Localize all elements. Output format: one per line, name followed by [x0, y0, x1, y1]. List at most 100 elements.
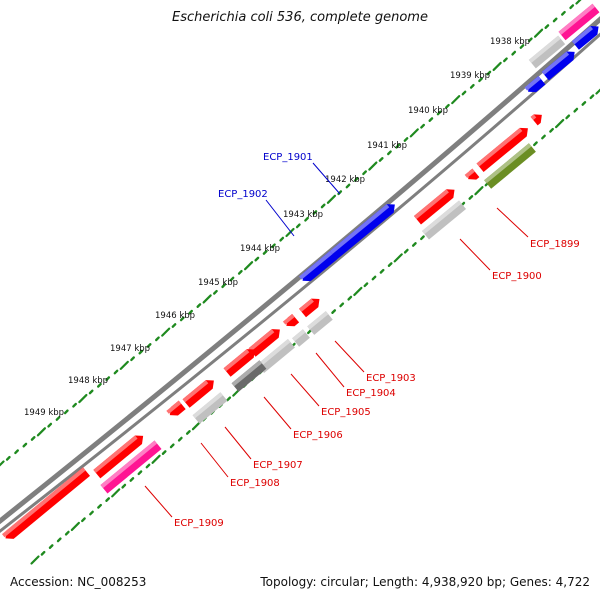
gene-bar-gray-1903 — [307, 311, 333, 335]
inner-track-tick — [97, 503, 102, 509]
inner-track-tick — [40, 550, 46, 556]
gene-bar-blue-top3 — [571, 26, 599, 50]
gene-bar-ecp1905-body — [248, 329, 280, 357]
inner-track-tick — [549, 127, 554, 133]
kbp-tick-label: 1942 kbp — [325, 175, 365, 185]
outer-track-tick — [428, 117, 434, 122]
inner-track-tick — [129, 477, 135, 482]
outer-track-tick — [55, 416, 61, 421]
outer-track-tick — [14, 449, 19, 455]
gene-label-leader — [290, 373, 320, 407]
gene-bar-gray-top — [528, 35, 566, 69]
gene-bar-ecp1902 — [299, 251, 337, 282]
outer-track-tick — [179, 316, 185, 322]
kbp-tick-label: 1940 kbp — [408, 106, 448, 116]
gene-bar-ecp1901-body — [329, 204, 395, 260]
outer-track-tick — [119, 360, 129, 370]
inner-track-tick — [565, 114, 571, 120]
inner-track-tick — [379, 268, 385, 274]
outer-track-tick — [519, 44, 525, 49]
gene-bar-blue-top1-highlight — [541, 51, 570, 75]
kbp-tick-label: 1945 kbp — [198, 278, 238, 288]
outer-track-tick — [0, 460, 5, 467]
inner-track-tick — [121, 483, 127, 489]
outer-track-tick — [561, 10, 566, 16]
inner-track-tick — [353, 286, 363, 297]
gene-label-leader — [334, 340, 365, 373]
outer-track-tick — [511, 50, 517, 56]
inner-track-tick — [474, 186, 484, 196]
gene-bar-ecp1904-highlight — [282, 313, 295, 325]
outer-track-tick — [237, 269, 243, 275]
outer-track-tick — [36, 427, 47, 437]
kbp-tick-label: 1941 kbp — [367, 141, 407, 151]
outer-track-tick — [113, 369, 119, 375]
gene-bar-ecp1908-highlight — [166, 400, 182, 414]
inner-track-tick — [393, 253, 403, 263]
outer-track-tick — [436, 110, 442, 116]
outer-track-tick — [527, 37, 533, 43]
inner-track-tick — [339, 302, 345, 308]
inner-track-tick — [226, 396, 232, 402]
outer-track-tick — [221, 283, 227, 289]
gene-bar-ecp1901 — [329, 204, 395, 260]
inner-track-tick — [81, 517, 86, 523]
gene-label: ECP_1900 — [492, 271, 542, 282]
gene-bar-ecp1906-highlight — [223, 349, 250, 372]
inner-track-tick — [145, 463, 151, 469]
outer-track-tick — [105, 376, 111, 382]
gene-label-leader — [144, 485, 173, 518]
gene-bar-ecp1907-body — [182, 380, 214, 408]
outer-track-tick — [295, 223, 301, 229]
gene-bar-blue-top1 — [541, 51, 575, 81]
gene-bar-gray-1905-body — [257, 339, 295, 373]
outer-track-tick — [469, 83, 475, 89]
outer-track-tick — [486, 70, 492, 76]
outer-track-tick — [188, 309, 193, 315]
accession-label: Accession: NC_008253 — [10, 575, 147, 589]
gene-bar-blue-top2 — [524, 76, 546, 93]
genome-summary: Topology: circular; Length: 4,938,920 bp… — [260, 575, 590, 589]
outer-track-tick — [320, 203, 326, 209]
gene-bar-small-red-highlight — [464, 168, 475, 179]
gene-label-leader — [263, 396, 292, 430]
gene-bar-ecp1909a-body — [93, 435, 144, 479]
outer-track-tick — [368, 161, 378, 171]
gene-bar-darkgray-1906-highlight — [231, 360, 262, 387]
backbone-outer — [0, 16, 600, 525]
map-title: Escherichia coli 536, complete genome — [172, 10, 428, 25]
gene-bar-small-red-top-highlight — [530, 114, 537, 121]
outer-track-tick — [243, 261, 254, 271]
outer-track-tick — [403, 137, 409, 142]
gene-bar-ecp1909b — [1, 467, 91, 539]
outer-track-tick — [196, 303, 202, 308]
gene-label: ECP_1902 — [218, 189, 268, 200]
gene-bar-blue-top3-body — [571, 26, 599, 50]
gene-bar-darkgray-1906-body — [231, 360, 267, 392]
gene-label-leader — [312, 162, 341, 195]
kbp-tick-label: 1946 kbp — [155, 311, 195, 321]
gene-label: ECP_1903 — [366, 373, 416, 384]
inner-track-tick — [70, 521, 80, 532]
gene-bar-gray-1904-highlight — [292, 329, 306, 342]
gene-bar-ecp1904 — [282, 313, 300, 327]
inner-track-tick — [573, 107, 579, 113]
outer-track-tick — [5, 455, 11, 461]
outer-track-tick — [138, 349, 144, 355]
gene-bar-gray-1904-body — [292, 329, 310, 347]
gene-bar-gray-1907-highlight — [192, 392, 223, 419]
gene-bar-pink-1909 — [100, 440, 162, 494]
gene-label-leader — [496, 207, 529, 238]
gene-bar-ecp1900b-highlight — [421, 200, 462, 235]
outer-track-tick — [345, 183, 351, 189]
gene-bar-ecp1900b — [421, 200, 467, 240]
gene-bar-ecp1906-body — [223, 349, 255, 377]
outer-track-tick — [63, 409, 69, 415]
gene-label: ECP_1906 — [293, 430, 343, 441]
outer-track-tick — [279, 236, 285, 242]
gene-bar-pink-top-highlight — [558, 3, 596, 35]
outer-track-tick — [47, 422, 53, 428]
outer-track-tick — [155, 336, 160, 342]
